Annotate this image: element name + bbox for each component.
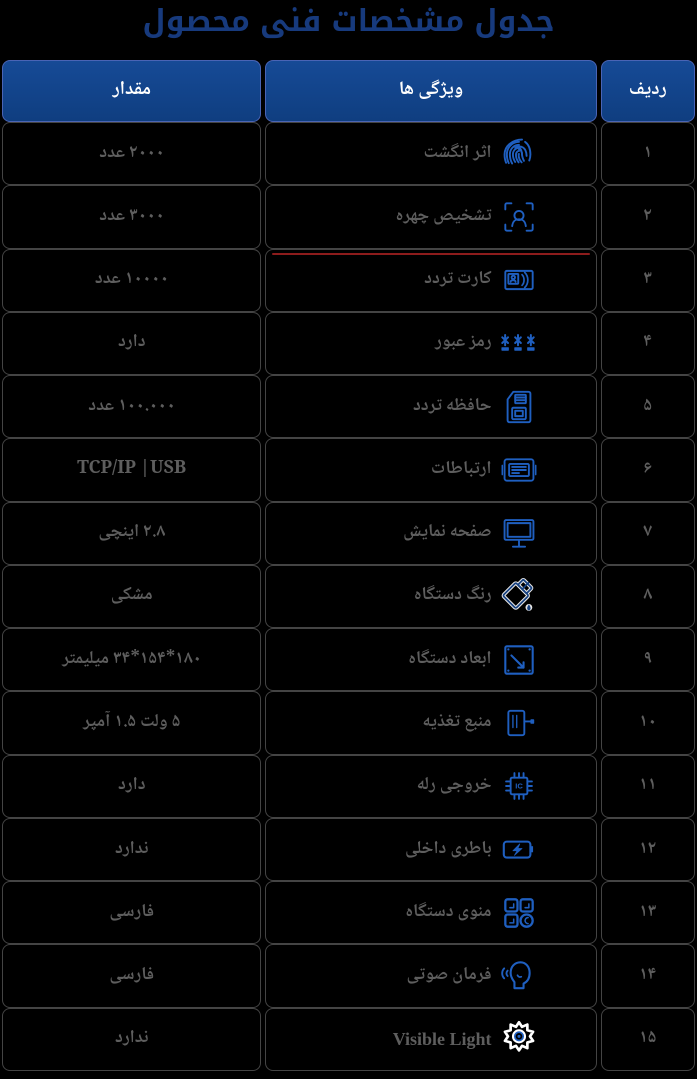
svg-text:IC: IC: [515, 782, 523, 791]
